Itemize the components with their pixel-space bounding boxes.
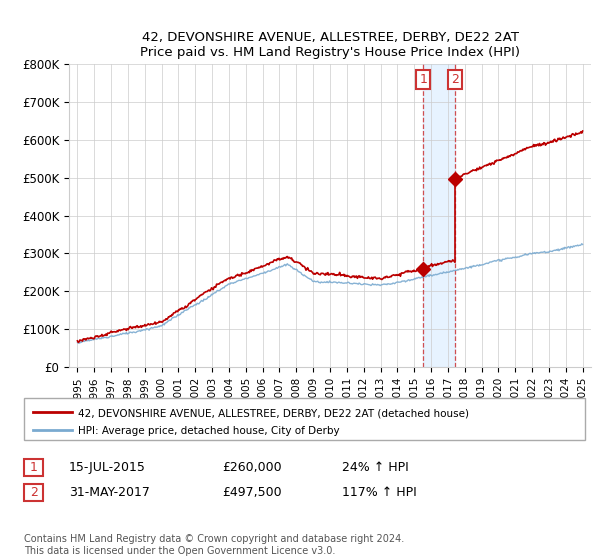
Text: 31-MAY-2017: 31-MAY-2017 xyxy=(69,486,150,500)
Text: 2: 2 xyxy=(29,486,38,500)
Title: 42, DEVONSHIRE AVENUE, ALLESTREE, DERBY, DE22 2AT
Price paid vs. HM Land Registr: 42, DEVONSHIRE AVENUE, ALLESTREE, DERBY,… xyxy=(140,31,520,59)
Text: 117% ↑ HPI: 117% ↑ HPI xyxy=(342,486,417,500)
Text: Contains HM Land Registry data © Crown copyright and database right 2024.
This d: Contains HM Land Registry data © Crown c… xyxy=(24,534,404,556)
Text: 24% ↑ HPI: 24% ↑ HPI xyxy=(342,461,409,474)
Text: HPI: Average price, detached house, City of Derby: HPI: Average price, detached house, City… xyxy=(78,426,340,436)
Text: 15-JUL-2015: 15-JUL-2015 xyxy=(69,461,146,474)
Text: 2: 2 xyxy=(451,73,459,86)
Text: 1: 1 xyxy=(419,73,427,86)
Text: £260,000: £260,000 xyxy=(222,461,281,474)
Text: £497,500: £497,500 xyxy=(222,486,281,500)
Text: 42, DEVONSHIRE AVENUE, ALLESTREE, DERBY, DE22 2AT (detached house): 42, DEVONSHIRE AVENUE, ALLESTREE, DERBY,… xyxy=(78,408,469,418)
Bar xyxy=(423,64,455,367)
Text: 1: 1 xyxy=(29,461,38,474)
